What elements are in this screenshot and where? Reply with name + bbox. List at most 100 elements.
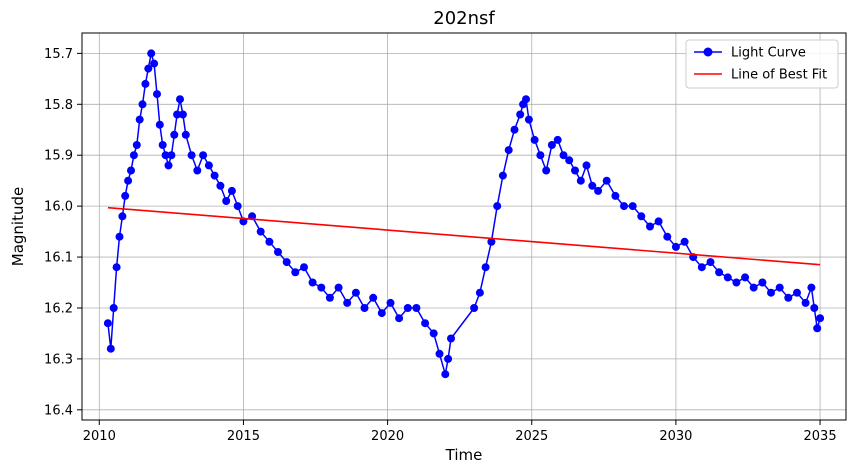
light-curve-point bbox=[741, 273, 750, 282]
y-tick-label: 16.4 bbox=[44, 403, 73, 418]
plot-frame bbox=[81, 32, 847, 421]
light-curve-point bbox=[475, 288, 484, 297]
light-curve-point bbox=[403, 304, 412, 312]
light-curve-point bbox=[602, 176, 611, 185]
light-curve-point bbox=[386, 298, 395, 307]
light-curve-point bbox=[256, 227, 265, 236]
light-curve-point bbox=[164, 161, 173, 170]
light-curve-point bbox=[317, 283, 326, 292]
y-tick-label: 15.7 bbox=[44, 47, 73, 62]
x-tick-label: 2015 bbox=[227, 429, 260, 444]
light-curve-point bbox=[106, 344, 115, 353]
light-curve-point bbox=[155, 120, 164, 129]
light-curve-point bbox=[524, 115, 533, 124]
light-curve-point bbox=[441, 370, 450, 379]
x-tick-label: 2010 bbox=[83, 429, 116, 444]
light-curve-point bbox=[816, 314, 825, 323]
light-curve-point bbox=[412, 304, 421, 312]
light-curve-point bbox=[530, 135, 539, 144]
light-curve-point bbox=[181, 130, 190, 139]
light-curve-point bbox=[291, 268, 300, 277]
light-curve-point bbox=[161, 151, 170, 160]
light-curve-point bbox=[233, 202, 242, 211]
data-series bbox=[103, 49, 825, 379]
light-curve-point bbox=[193, 166, 202, 175]
light-curve-point bbox=[663, 232, 672, 241]
light-curve-point bbox=[222, 197, 231, 205]
legend-box bbox=[685, 39, 839, 89]
axis-ticks: 2010 2015 2020 2025 2030 2035 15.7 15.8 15.9 16.0… bbox=[44, 47, 837, 444]
y-tick-label: 16.2 bbox=[44, 301, 73, 316]
light-curve-point bbox=[715, 268, 724, 277]
light-curve-point bbox=[594, 186, 603, 195]
light-curve-point bbox=[542, 166, 551, 175]
light-curve-point bbox=[129, 151, 138, 160]
light-curve-point bbox=[300, 263, 308, 272]
light-curve-point bbox=[654, 217, 663, 226]
y-axis-title: Magnitude bbox=[9, 187, 27, 266]
y-tick-label: 16.3 bbox=[44, 352, 73, 367]
light-curve-point bbox=[775, 283, 784, 292]
light-curve-point bbox=[813, 324, 822, 333]
light-curve-point bbox=[274, 248, 282, 256]
x-tick-label: 2030 bbox=[659, 429, 692, 444]
light-curve-point bbox=[282, 258, 291, 267]
light-curve-point bbox=[210, 171, 219, 180]
light-curve-point bbox=[132, 141, 141, 149]
light-curve-point bbox=[369, 293, 378, 302]
light-curve-point bbox=[559, 151, 568, 160]
light-curve-point bbox=[784, 293, 793, 302]
light-curve-point bbox=[121, 191, 130, 200]
light-curve-point bbox=[565, 156, 574, 165]
legend-marker-light-curve bbox=[703, 47, 713, 57]
light-curve-point bbox=[680, 237, 689, 246]
light-curve-point bbox=[325, 293, 334, 302]
light-curve-point bbox=[697, 263, 706, 272]
light-curve-point bbox=[204, 161, 213, 170]
light-curve-point bbox=[536, 151, 545, 160]
light-curve-point bbox=[334, 283, 343, 292]
light-curve-point bbox=[571, 166, 579, 175]
light-curve-point bbox=[706, 258, 715, 267]
light-curve-point bbox=[138, 100, 147, 109]
y-tick-label: 16.1 bbox=[44, 251, 73, 266]
light-curve-point bbox=[351, 288, 360, 297]
light-curve-point bbox=[547, 141, 556, 149]
light-curve-point bbox=[481, 263, 490, 272]
light-curve-point bbox=[510, 125, 519, 134]
light-curve-point bbox=[810, 304, 819, 312]
light-curve-point bbox=[265, 237, 274, 246]
light-curve-point bbox=[522, 95, 530, 104]
light-curve-point bbox=[360, 304, 369, 312]
light-curve-point bbox=[115, 232, 124, 241]
light-curve-point bbox=[553, 135, 562, 144]
light-curve-point bbox=[498, 171, 507, 180]
light-curve-point bbox=[582, 161, 591, 170]
light-curve-point bbox=[421, 319, 430, 328]
light-curve-point bbox=[178, 110, 187, 119]
y-tick-label: 15.8 bbox=[44, 98, 73, 113]
light-curve-point bbox=[588, 181, 597, 190]
light-curve-point bbox=[141, 79, 150, 88]
light-curve-point bbox=[227, 186, 236, 195]
light-curve-point bbox=[470, 304, 479, 312]
light-curve-point bbox=[429, 329, 438, 338]
light-curve-point bbox=[793, 288, 801, 297]
light-curve-point bbox=[135, 115, 144, 124]
light-curve-point bbox=[807, 283, 816, 292]
light-curve-point bbox=[343, 298, 352, 307]
light-curve-point bbox=[758, 278, 767, 287]
x-tick-label: 2020 bbox=[371, 429, 404, 444]
light-curve-point bbox=[127, 166, 135, 175]
light-curve-point bbox=[620, 202, 628, 211]
light-curve-point bbox=[447, 334, 455, 343]
light-curve-point bbox=[147, 49, 156, 58]
light-curve-point bbox=[199, 151, 208, 160]
light-curve-point bbox=[158, 141, 167, 149]
light-curve-point bbox=[112, 263, 121, 272]
light-curve-point bbox=[395, 314, 404, 323]
light-curve-point bbox=[444, 354, 453, 363]
legend-label-best-fit: Line of Best Fit bbox=[731, 68, 827, 83]
light-curve-point bbox=[646, 222, 654, 231]
light-curve-point bbox=[118, 212, 127, 221]
